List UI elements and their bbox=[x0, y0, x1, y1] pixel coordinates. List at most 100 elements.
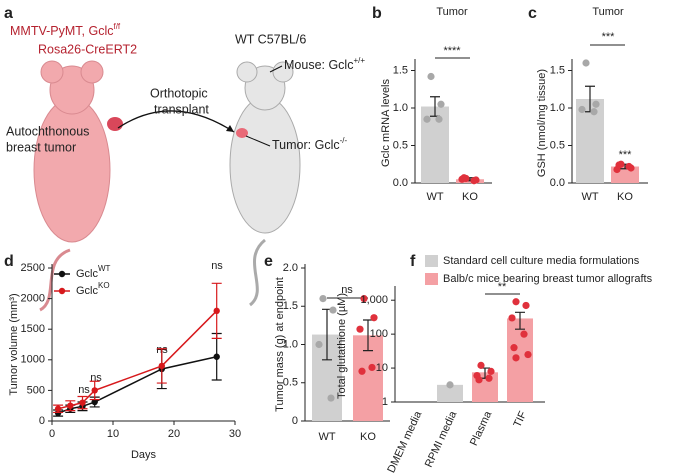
data-point bbox=[520, 330, 528, 338]
annotation: ns bbox=[78, 384, 90, 396]
text: MMTV-PyMT, Gclc bbox=[10, 24, 113, 38]
y-tick-label: 2500 bbox=[21, 262, 45, 274]
legend-swatch bbox=[425, 255, 438, 267]
tumor-label: Tumor: Gclc-/- bbox=[272, 136, 347, 152]
x-axis-label: Days bbox=[131, 449, 157, 461]
y-axis-label: GSH (nmol/mg tissue) bbox=[536, 69, 548, 177]
annotation: ns bbox=[341, 284, 353, 296]
text: Tumor: Gclc bbox=[272, 138, 340, 152]
y-tick-label: 1000 bbox=[21, 354, 45, 366]
y-tick-label: 500 bbox=[27, 384, 45, 396]
data-point bbox=[477, 361, 485, 369]
y-tick-label: 1.5 bbox=[283, 300, 298, 312]
data-point bbox=[315, 340, 323, 349]
mouse-body bbox=[229, 96, 301, 234]
arrow-label: transplant bbox=[154, 102, 209, 116]
recipient: WT C57BL/6 bbox=[235, 32, 306, 46]
tail bbox=[248, 238, 267, 307]
annotation: **** bbox=[443, 45, 461, 57]
superscript: KO bbox=[98, 281, 110, 290]
x-tick-label: TIF bbox=[512, 409, 530, 429]
ear bbox=[272, 61, 294, 83]
x-tick-label: WT bbox=[426, 191, 443, 203]
x-tick-label: KO bbox=[462, 191, 478, 203]
panel-letter: f bbox=[410, 253, 416, 270]
y-tick-label: 1.0 bbox=[393, 102, 408, 114]
superscript: WT bbox=[98, 264, 111, 273]
y-tick-label: 0.5 bbox=[550, 139, 565, 151]
data-point bbox=[508, 314, 516, 322]
data-point bbox=[510, 344, 518, 352]
tumor-source: breast tumor bbox=[6, 140, 76, 154]
tumor bbox=[107, 117, 123, 131]
data-point bbox=[487, 367, 495, 375]
data-point bbox=[370, 314, 378, 322]
data-point bbox=[327, 394, 335, 402]
data-point bbox=[485, 374, 493, 382]
annotation: ns bbox=[211, 260, 223, 272]
x-tick-label: Plasma bbox=[468, 409, 495, 448]
tumor bbox=[236, 128, 248, 138]
y-tick-label: 0.0 bbox=[393, 177, 408, 189]
y-tick-label: 1 bbox=[382, 396, 388, 408]
bar bbox=[507, 318, 533, 402]
annotation: ** bbox=[498, 281, 507, 293]
ear bbox=[236, 61, 258, 83]
x-tick-label: WT bbox=[581, 191, 598, 203]
donor-title-2: Rosa26-CreERT2 bbox=[38, 42, 137, 56]
tumor-source: Autochthonous bbox=[6, 124, 89, 138]
ear bbox=[40, 60, 64, 84]
chart-title: Tumor bbox=[436, 6, 468, 18]
x-tick-label: DMEM media bbox=[385, 409, 424, 475]
data-point bbox=[368, 363, 376, 372]
panel-a: a MMTV-PyMT, Gclcf/f Rosa26-CreERT2 WT C… bbox=[4, 5, 365, 312]
text: Gclc bbox=[76, 268, 99, 280]
data-point bbox=[590, 108, 598, 116]
x-tick-label: 30 bbox=[229, 428, 241, 440]
data-point bbox=[446, 381, 454, 389]
legend-swatch bbox=[425, 273, 438, 285]
y-tick-label: 1.5 bbox=[393, 64, 408, 76]
bar bbox=[576, 99, 604, 183]
y-tick-label: 1500 bbox=[21, 323, 45, 335]
arrow bbox=[117, 110, 235, 133]
panel-letter: c bbox=[528, 5, 537, 22]
y-tick-label: 0 bbox=[39, 415, 45, 427]
data-point bbox=[460, 174, 468, 182]
data-point bbox=[615, 161, 623, 169]
data-point bbox=[54, 405, 62, 412]
panel-letter: a bbox=[4, 5, 13, 22]
data-point bbox=[319, 295, 327, 303]
text: Gclc bbox=[76, 285, 99, 297]
y-tick-label: 0.5 bbox=[283, 377, 298, 389]
y-tick-label: 100 bbox=[370, 328, 388, 340]
y-tick-label: 1.0 bbox=[283, 338, 298, 350]
data-point bbox=[524, 350, 532, 359]
data-point bbox=[213, 353, 220, 360]
panel-letter: d bbox=[4, 253, 14, 270]
tail bbox=[39, 248, 71, 312]
data-point bbox=[213, 307, 220, 315]
error-bar bbox=[515, 311, 525, 330]
y-tick-label: 0.0 bbox=[550, 177, 565, 189]
y-tick-label: 10 bbox=[376, 362, 388, 374]
x-tick-label: 0 bbox=[49, 428, 55, 440]
y-tick-label: 1,000 bbox=[360, 294, 388, 306]
legend-label: GclcKO bbox=[76, 281, 110, 297]
data-point bbox=[358, 367, 366, 375]
donor-title: MMTV-PyMT, Gclcf/f bbox=[10, 22, 121, 38]
panel-letter: e bbox=[264, 253, 273, 270]
x-tick-label: 20 bbox=[168, 428, 180, 440]
x-tick-label: 10 bbox=[107, 428, 119, 440]
legend-label: Standard cell culture media formulations bbox=[443, 255, 640, 267]
data-point bbox=[91, 398, 98, 406]
data-point bbox=[427, 72, 435, 81]
data-point bbox=[512, 298, 520, 306]
data-point bbox=[470, 177, 478, 185]
x-tick-label: KO bbox=[360, 431, 376, 443]
data-point bbox=[79, 399, 86, 406]
x-tick-label: KO bbox=[617, 191, 633, 203]
data-point bbox=[67, 402, 74, 409]
bar bbox=[437, 384, 463, 402]
data-point bbox=[360, 295, 368, 303]
